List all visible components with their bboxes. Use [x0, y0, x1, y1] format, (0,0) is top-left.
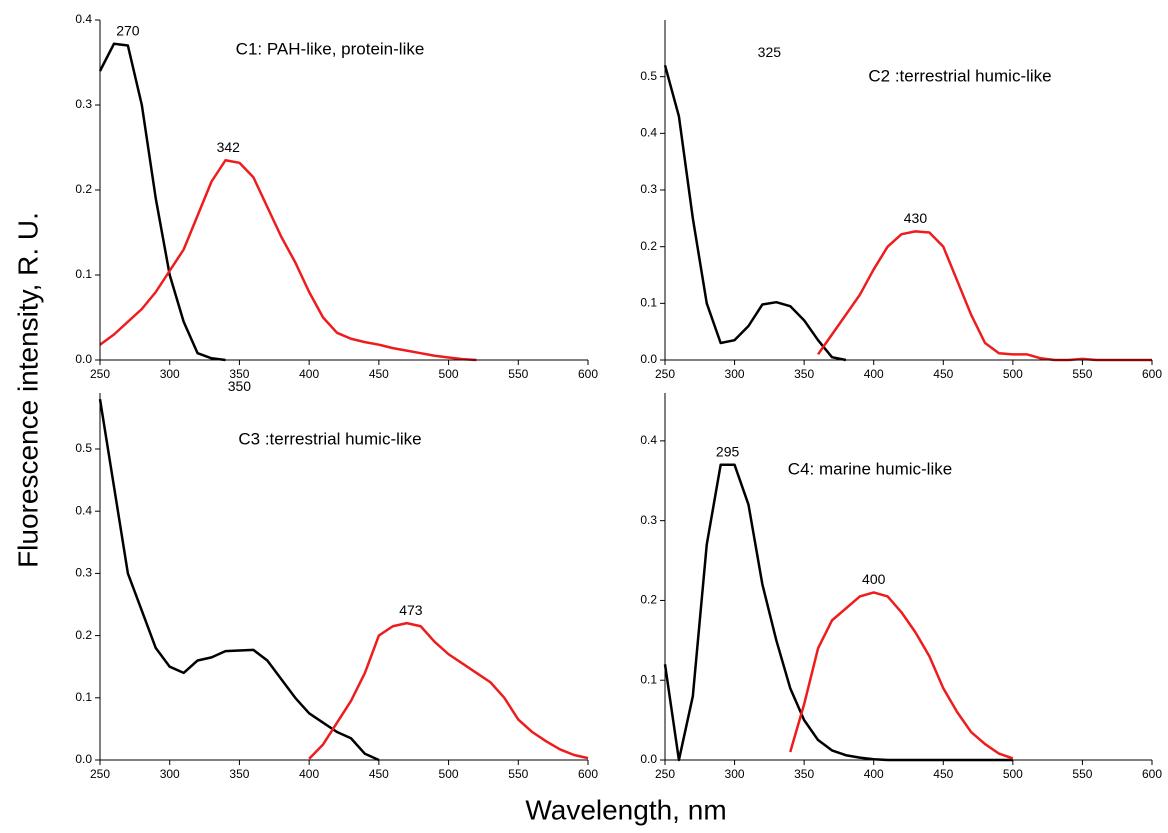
x-tick-label: 600	[1142, 767, 1162, 781]
x-tick-label: 300	[160, 367, 180, 381]
x-tick-label: 350	[229, 367, 249, 381]
spectrum-line	[98, 399, 380, 762]
spectrum-line	[663, 65, 847, 362]
x-tick-label: 450	[933, 767, 953, 781]
peak-label: 430	[904, 210, 928, 226]
x-tick-label: 600	[578, 767, 598, 781]
x-tick-label: 300	[160, 767, 180, 781]
panel-title: C1: PAH-like, protein-like	[236, 39, 425, 58]
y-tick-label: 0.2	[75, 182, 92, 196]
spectrum-line	[99, 159, 477, 362]
y-tick-label: 0.4	[75, 12, 92, 26]
panel-title: C3 :terrestrial humic-like	[238, 429, 421, 448]
y-tick-label: 0.2	[75, 628, 92, 642]
x-tick-label: 500	[439, 767, 459, 781]
x-tick-label: 450	[369, 767, 389, 781]
x-tick-label: 550	[508, 367, 528, 381]
x-tick-label: 250	[655, 767, 675, 781]
x-tick-label: 400	[864, 367, 884, 381]
x-tick-label: 250	[655, 367, 675, 381]
x-tick-label: 600	[578, 367, 598, 381]
y-tick-label: 0.0	[640, 752, 657, 766]
y-tick-label: 0.2	[640, 593, 657, 607]
y-tick-label: 0.0	[75, 752, 92, 766]
x-tick-label: 250	[90, 367, 110, 381]
x-tick-label: 500	[1003, 367, 1023, 381]
y-tick-label: 0.4	[75, 503, 92, 517]
x-tick-label: 550	[1072, 367, 1092, 381]
x-tick-label: 250	[90, 767, 110, 781]
peak-label: 325	[758, 44, 782, 60]
peak-label: 270	[116, 23, 140, 39]
x-tick-label: 400	[299, 767, 319, 781]
y-tick-label: 0.4	[640, 126, 657, 140]
y-tick-label: 0.3	[640, 513, 657, 527]
panel-title: C4: marine humic-like	[788, 459, 952, 478]
x-tick-label: 300	[725, 367, 745, 381]
y-tick-label: 0.0	[640, 352, 657, 366]
x-tick-label: 500	[439, 367, 459, 381]
spectrum-line	[98, 42, 226, 362]
x-tick-label: 550	[508, 767, 528, 781]
x-tick-label: 350	[229, 767, 249, 781]
x-tick-label: 600	[1142, 367, 1162, 381]
y-tick-label: 0.5	[75, 441, 92, 455]
x-tick-label: 300	[725, 767, 745, 781]
spectrum-line	[308, 621, 589, 760]
peak-label: 342	[217, 139, 241, 155]
x-tick-label: 400	[299, 367, 319, 381]
panel-title: C2 :terrestrial humic-like	[868, 66, 1051, 85]
spectrum-line	[789, 591, 1014, 760]
y-tick-label: 0.1	[640, 296, 657, 310]
y-tick-label: 0.3	[640, 182, 657, 196]
x-tick-label: 400	[864, 767, 884, 781]
y-tick-label: 0.1	[75, 267, 92, 281]
x-tick-label: 350	[794, 767, 814, 781]
y-tick-label: 0.2	[640, 239, 657, 253]
y-axis-label: Fluorescence intensity, R. U.	[12, 212, 43, 568]
x-tick-label: 500	[1003, 767, 1023, 781]
x-tick-label: 550	[1072, 767, 1092, 781]
peak-label: 350	[228, 378, 252, 394]
spectrum-line	[817, 230, 1152, 362]
y-tick-label: 0.4	[640, 433, 657, 447]
y-tick-label: 0.3	[75, 97, 92, 111]
y-tick-label: 0.0	[75, 352, 92, 366]
y-tick-label: 0.3	[75, 566, 92, 580]
y-tick-label: 0.1	[75, 690, 92, 704]
y-tick-label: 0.5	[640, 69, 657, 83]
x-tick-label: 450	[369, 367, 389, 381]
peak-label: 400	[862, 571, 886, 587]
y-tick-label: 0.1	[640, 672, 657, 686]
peak-label: 473	[399, 602, 423, 618]
x-tick-label: 350	[794, 367, 814, 381]
x-axis-label: Wavelength, nm	[525, 794, 726, 825]
x-tick-label: 450	[933, 367, 953, 381]
peak-label: 295	[716, 444, 740, 460]
